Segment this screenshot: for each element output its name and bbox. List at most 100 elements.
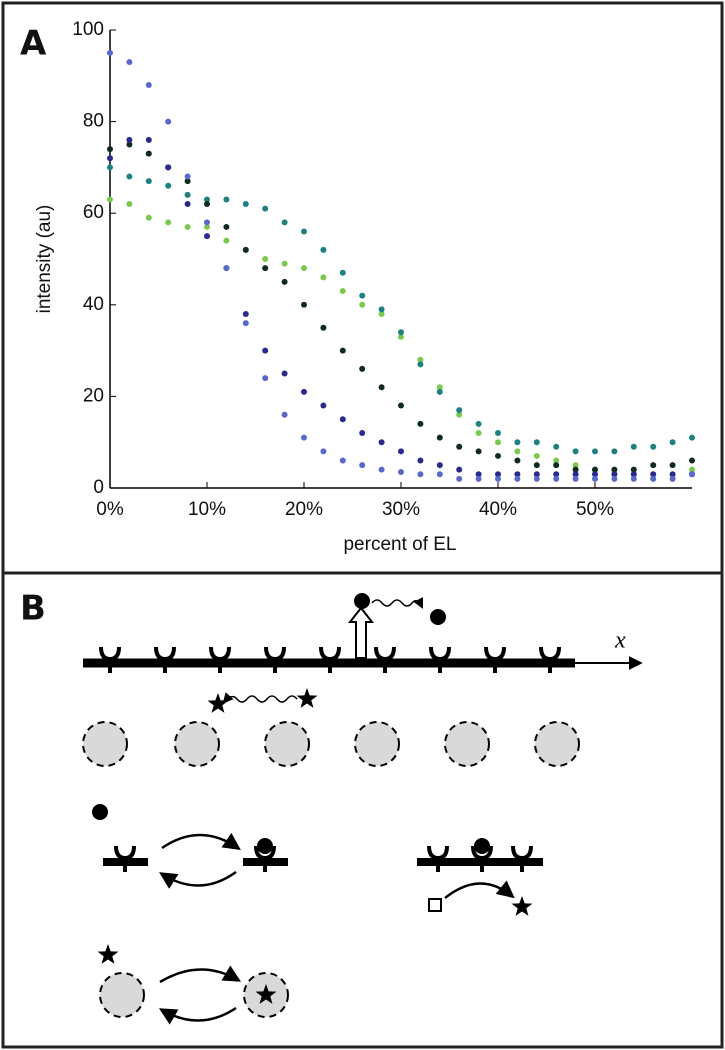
cell	[444, 721, 490, 767]
data-point	[436, 388, 443, 395]
data-point	[320, 324, 327, 331]
data-point	[592, 471, 598, 478]
x-axis-label: percent of EL	[343, 534, 456, 555]
data-point	[184, 223, 191, 230]
cell	[534, 721, 580, 767]
data-point	[320, 402, 327, 409]
x-tick-label: 40%	[479, 499, 517, 520]
cell	[264, 721, 310, 767]
x-tick-label: 30%	[382, 499, 420, 520]
data-point	[592, 448, 598, 455]
data-point	[242, 246, 249, 253]
data-point	[572, 462, 579, 469]
data-point	[184, 201, 191, 208]
conversion-arrow	[444, 880, 515, 899]
star-molecule	[296, 688, 318, 708]
unbinding-arrow	[159, 870, 237, 889]
data-point	[533, 452, 540, 459]
data-point	[495, 452, 501, 459]
data-point	[514, 439, 521, 446]
data-point	[184, 191, 191, 198]
data-point	[436, 471, 443, 478]
data-point	[475, 430, 482, 437]
data-point	[281, 260, 288, 267]
data-point	[514, 457, 521, 464]
data-point	[475, 420, 482, 427]
data-point	[301, 434, 307, 441]
data-point	[650, 443, 657, 450]
data-point	[145, 150, 152, 157]
data-point	[165, 164, 172, 171]
data-point	[436, 434, 443, 441]
data-point	[339, 288, 346, 295]
data-point	[630, 471, 637, 478]
data-point	[126, 201, 133, 208]
data-point	[398, 333, 404, 340]
data-point	[669, 439, 676, 446]
data-point	[165, 182, 172, 189]
panel-label: B	[20, 589, 46, 629]
precursor	[428, 898, 442, 912]
data-point	[689, 471, 695, 478]
data-point	[669, 475, 676, 482]
data-point	[611, 448, 618, 455]
data-point	[417, 457, 424, 464]
data-point	[165, 219, 172, 226]
data-point	[514, 475, 521, 482]
data-point	[320, 274, 327, 281]
data-point	[456, 466, 463, 473]
diffusion	[222, 692, 298, 704]
data-point	[650, 462, 657, 469]
data-point	[669, 462, 676, 469]
data-point	[184, 178, 191, 185]
y-tick-label: 80	[83, 111, 104, 132]
x-tick-label: 0%	[96, 499, 124, 520]
data-point	[301, 301, 307, 308]
data-point	[145, 136, 152, 143]
data-point	[378, 439, 385, 446]
data-point	[572, 466, 579, 473]
data-point	[514, 448, 521, 455]
y-tick-label: 60	[83, 202, 104, 223]
data-point	[456, 411, 463, 418]
data-point	[533, 462, 540, 469]
data-point	[204, 233, 210, 240]
data-point	[398, 468, 404, 475]
data-point	[572, 448, 579, 455]
data-point	[689, 457, 695, 464]
star-molecule	[511, 896, 533, 916]
binding-arrow	[161, 832, 241, 850]
data-point	[689, 466, 695, 473]
y-tick-label: 0	[93, 477, 104, 498]
ligand	[430, 609, 446, 625]
data-point	[611, 471, 618, 478]
data-point	[533, 471, 540, 478]
data-point	[223, 237, 230, 244]
data-point	[572, 471, 579, 478]
data-point	[204, 219, 210, 226]
data-point	[630, 475, 637, 482]
data-point	[398, 448, 404, 455]
data-point	[281, 411, 288, 418]
data-point	[126, 136, 133, 143]
data-point	[339, 347, 346, 354]
data-point	[262, 375, 269, 382]
ligand	[92, 804, 108, 820]
data-point	[553, 462, 560, 469]
data-point	[320, 448, 327, 455]
data-point	[301, 388, 307, 395]
data-point	[553, 471, 560, 478]
data-point	[359, 301, 366, 308]
data-point	[553, 457, 560, 464]
data-point	[611, 475, 618, 482]
data-point	[223, 223, 230, 230]
data-point	[611, 466, 618, 473]
data-point	[495, 439, 501, 446]
diffusion	[371, 597, 423, 609]
data-point	[165, 118, 172, 125]
data-point	[495, 430, 501, 437]
data-point	[107, 155, 113, 162]
data-point	[184, 173, 191, 180]
data-point	[553, 475, 560, 482]
y-tick-label: 20	[83, 385, 104, 406]
